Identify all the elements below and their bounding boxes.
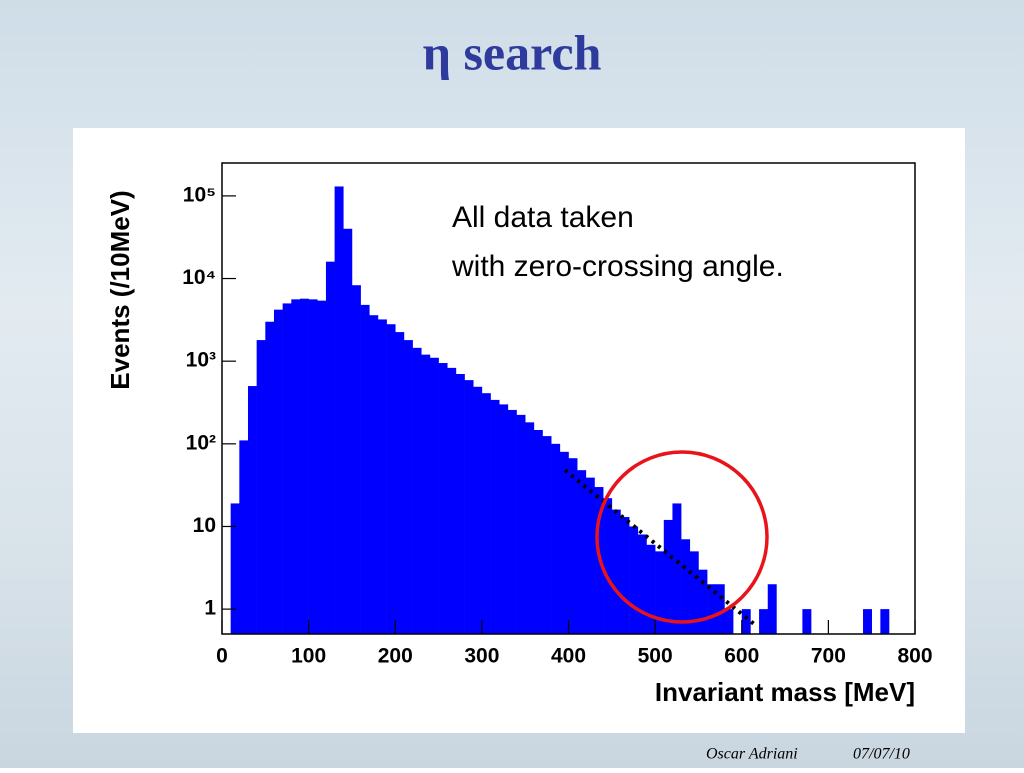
bar xyxy=(655,551,665,634)
y-tick-label: 10³ xyxy=(186,349,216,372)
bar xyxy=(464,380,474,634)
bar xyxy=(403,340,413,634)
x-tick-label: 700 xyxy=(811,645,846,668)
footer-date: 07/07/10 xyxy=(853,746,910,763)
bar xyxy=(585,477,595,634)
x-axis-title: Invariant mass [MeV] xyxy=(655,677,915,707)
bar xyxy=(637,534,647,634)
y-tick-label: 10⁴ xyxy=(182,266,216,289)
bar xyxy=(386,324,396,634)
bar xyxy=(421,354,431,634)
y-axis-title: Events (/10MeV) xyxy=(105,190,135,389)
bar xyxy=(490,399,500,634)
bar xyxy=(343,228,353,634)
annotation: with zero-crossing angle. xyxy=(451,250,784,283)
bar xyxy=(620,517,630,634)
bar xyxy=(282,303,292,634)
bar xyxy=(499,404,509,634)
y-tick-label: 10⁵ xyxy=(183,183,216,206)
bar xyxy=(256,340,266,634)
bar xyxy=(308,299,318,634)
bar xyxy=(377,319,387,634)
bar xyxy=(542,436,552,634)
y-tick-label: 10 xyxy=(193,514,216,537)
bar xyxy=(715,584,725,634)
bar xyxy=(473,386,483,634)
bar xyxy=(360,304,370,634)
bar xyxy=(551,443,561,634)
bar xyxy=(741,609,751,634)
bar xyxy=(559,451,569,634)
bar xyxy=(603,498,613,634)
bar xyxy=(273,309,283,634)
bar xyxy=(767,584,777,634)
x-tick-label: 800 xyxy=(897,645,932,668)
bar xyxy=(455,373,465,634)
x-tick-label: 200 xyxy=(378,645,413,668)
bar xyxy=(681,539,691,634)
bar xyxy=(265,321,275,634)
bar xyxy=(334,186,344,635)
x-tick-label: 0 xyxy=(216,645,228,668)
slide-title: η search xyxy=(423,24,602,80)
bar xyxy=(568,458,578,634)
bar xyxy=(317,300,327,634)
bar xyxy=(429,357,439,634)
annotation: All data taken xyxy=(452,201,634,234)
bar xyxy=(663,519,673,634)
x-tick-label: 100 xyxy=(291,645,326,668)
bar xyxy=(724,609,734,634)
footer-author: Oscar Adriani xyxy=(706,746,798,763)
bar xyxy=(369,315,379,634)
bar xyxy=(516,414,526,634)
bar xyxy=(412,347,422,634)
bar xyxy=(325,261,335,634)
bar xyxy=(759,609,769,634)
bar xyxy=(863,609,872,634)
bar xyxy=(533,429,543,634)
bar xyxy=(351,285,361,634)
bar xyxy=(646,544,656,634)
bar xyxy=(239,440,249,634)
bar xyxy=(802,609,812,634)
bar xyxy=(395,332,405,634)
bar xyxy=(525,422,535,634)
bar xyxy=(629,526,639,634)
bar xyxy=(447,367,457,634)
bar xyxy=(707,584,717,634)
bar xyxy=(247,386,257,634)
bar xyxy=(230,503,240,634)
y-tick-label: 10² xyxy=(186,431,216,454)
bar xyxy=(611,509,621,634)
bar xyxy=(880,609,890,634)
bar xyxy=(672,503,682,634)
bar xyxy=(698,569,708,634)
fit-line xyxy=(563,468,757,627)
x-tick-label: 400 xyxy=(551,645,586,668)
highlight-circle xyxy=(595,450,769,624)
bar xyxy=(577,470,587,634)
bar xyxy=(438,363,448,634)
y-tick-label: 1 xyxy=(204,597,216,620)
x-tick-label: 300 xyxy=(464,645,499,668)
bar xyxy=(507,409,517,634)
bar xyxy=(481,393,491,634)
x-tick-label: 500 xyxy=(638,645,673,668)
bar xyxy=(689,551,699,634)
bar xyxy=(299,298,309,634)
x-tick-label: 600 xyxy=(724,645,759,668)
bar xyxy=(291,299,301,634)
